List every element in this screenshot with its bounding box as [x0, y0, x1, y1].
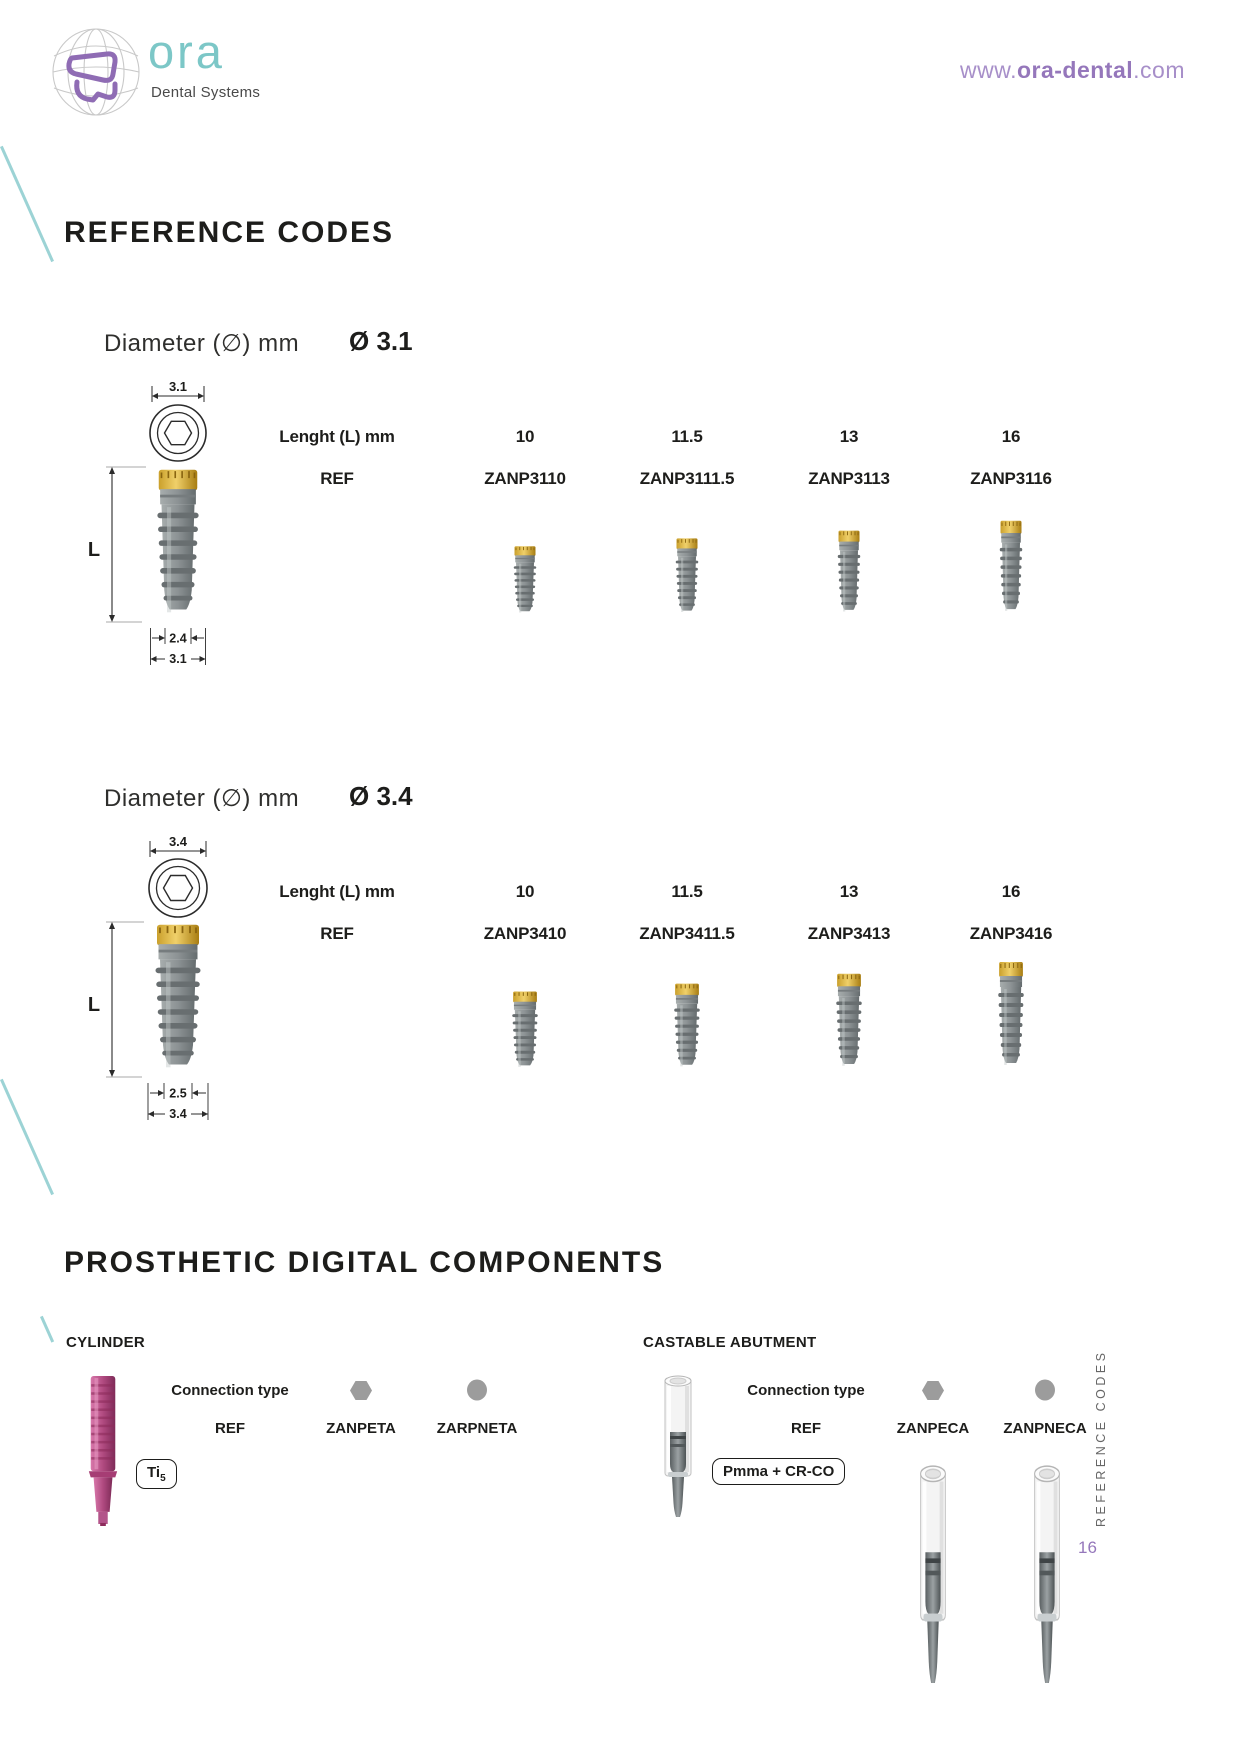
- diameter-value: Ø 3.4: [349, 781, 413, 811]
- side-section-label: REFERENCE CODES: [1094, 1349, 1108, 1527]
- brand-name: ora: [148, 25, 225, 78]
- ref-header: REF: [320, 924, 354, 943]
- material-label: Ti: [147, 1464, 161, 1481]
- hexagon-connection-icon: [922, 1380, 944, 1400]
- dim-top-label: 3.4: [169, 834, 188, 849]
- implant-image-row: [230, 956, 1092, 1072]
- dim-top-label: 3.1: [169, 379, 187, 394]
- length-value: 10: [515, 882, 535, 901]
- titanium-badge: Ti5: [136, 1459, 177, 1489]
- castable-abutment-image: [919, 1465, 947, 1684]
- dim-full-label: 3.1: [169, 652, 186, 666]
- ref-code: ZANPETA: [326, 1419, 396, 1437]
- ref-code: ZANP3416: [969, 924, 1053, 943]
- url-suffix: .com: [1133, 57, 1185, 83]
- ref-header: REF: [791, 1419, 821, 1437]
- implant-image: [513, 545, 537, 613]
- ora-globe-logo: [52, 28, 140, 116]
- length-row: Lenght (L) mm 10 11.5 13 16: [230, 425, 1092, 449]
- circle-connection-icon: [467, 1379, 487, 1401]
- castable-abutment-image: [1033, 1465, 1061, 1684]
- length-row: Lenght (L) mm 10 11.5 13 16: [230, 880, 1092, 904]
- ref-code: ZANP3413: [807, 924, 891, 943]
- dim-full-label: 3.4: [169, 1107, 186, 1121]
- diameter-label: Diameter (∅) mm: [104, 330, 300, 357]
- dim-apex-label: 2.5: [169, 1087, 186, 1101]
- hexagon-connection-icon: [350, 1380, 372, 1400]
- implant-image: [673, 983, 701, 1067]
- length-header: Lenght (L) mm: [279, 427, 395, 446]
- ref-code: ZANP3113: [808, 469, 890, 488]
- connection-type-header: Connection type: [747, 1381, 865, 1399]
- implant-dimension-diagram: 3.1 L 2.4 3.1: [88, 379, 207, 666]
- connection-type-header: Connection type: [171, 1381, 289, 1399]
- teal-accent-line: [0, 1078, 54, 1196]
- length-value: 16: [1001, 427, 1021, 446]
- length-value: 11.5: [671, 427, 703, 446]
- website-url[interactable]: www.ora-dental.com: [960, 57, 1185, 84]
- ref-code: ZARPNETA: [436, 1419, 518, 1437]
- ref-header: REF: [215, 1419, 245, 1437]
- implant-image: [837, 530, 861, 612]
- diameter-value: Ø 3.1: [349, 326, 413, 356]
- ref-code: ZANP3110: [484, 469, 566, 488]
- length-value: 16: [1001, 882, 1021, 901]
- implant-image: [511, 990, 539, 1068]
- castable-ref-table: Connection type REF ZANPECA ZANPNECA: [735, 1377, 1101, 1441]
- circle-connection-icon: [1035, 1379, 1055, 1401]
- ref-header: REF: [320, 469, 354, 488]
- implant-image-row: [230, 513, 1092, 617]
- dim-length-label: L: [88, 539, 100, 561]
- ref-code: ZANP3410: [483, 924, 567, 943]
- teal-accent-line: [0, 145, 54, 263]
- implant-image: [835, 973, 863, 1067]
- material-badge: Pmma + CR-CO: [712, 1458, 846, 1485]
- implant-image: [675, 537, 699, 613]
- ref-code: ZANP3411.5: [639, 924, 735, 943]
- page-title: REFERENCE CODES: [64, 216, 395, 249]
- length-value: 13: [839, 882, 859, 901]
- page-number: 16: [1078, 1538, 1097, 1557]
- implant-image: [997, 961, 1025, 1066]
- implant-dimension-diagram: 3.4 L 2.5 3.4: [88, 834, 209, 1121]
- cylinder-image: [88, 1376, 118, 1526]
- ref-code: ZANP3111.5: [639, 469, 735, 488]
- ref-row: REF ZANP3110 ZANP3111.5 ZANP3113 ZANP311…: [230, 467, 1092, 491]
- diameter-label: Diameter (∅) mm: [104, 785, 300, 812]
- teal-accent-line: [40, 1315, 54, 1343]
- castable-abutment-title: CASTABLE ABUTMENT: [643, 1334, 817, 1351]
- ref-row: REF ZANP3410 ZANP3411.5 ZANP3413 ZANP341…: [230, 922, 1092, 946]
- dim-length-label: L: [88, 994, 100, 1016]
- brand-subtitle: Dental Systems: [151, 84, 261, 101]
- url-domain: ora-dental: [1016, 57, 1134, 83]
- ref-code: ZANP3116: [970, 469, 1052, 488]
- cylinder-ref-table: Connection type REF ZANPETA ZARPNETA: [157, 1377, 535, 1441]
- length-value: 11.5: [671, 882, 703, 901]
- url-prefix: www.: [960, 57, 1017, 83]
- cylinder-title: CYLINDER: [66, 1334, 146, 1351]
- length-header: Lenght (L) mm: [279, 882, 395, 901]
- castable-abutment-image: [664, 1375, 692, 1518]
- dim-apex-label: 2.4: [169, 632, 186, 646]
- material-subscript: 5: [160, 1473, 166, 1484]
- ref-code: ZANPNECA: [1003, 1419, 1087, 1437]
- length-value: 13: [839, 427, 859, 446]
- material-label: Pmma + CR-CO: [723, 1463, 835, 1480]
- length-value: 10: [515, 427, 535, 446]
- implant-image: [999, 520, 1023, 612]
- ref-code: ZANPECA: [896, 1419, 970, 1437]
- section-title: PROSTHETIC DIGITAL COMPONENTS: [64, 1246, 665, 1279]
